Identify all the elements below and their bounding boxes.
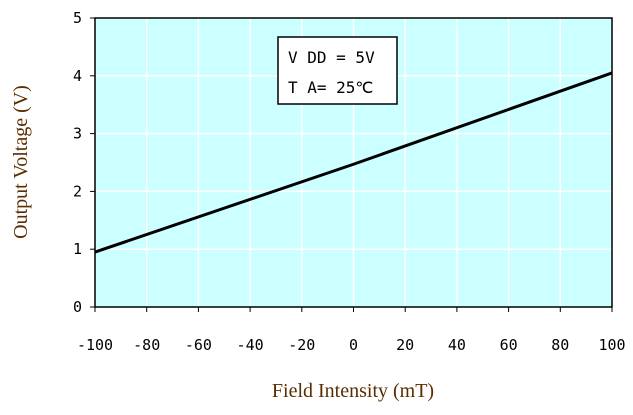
grid	[95, 18, 612, 307]
x-tick-label: 40	[448, 336, 466, 354]
series-group	[94, 71, 613, 254]
y-tick-label: 1	[73, 240, 82, 258]
x-tick-label: 20	[396, 336, 414, 354]
y-axis-ticks: 0 1 2 3 4 5	[73, 9, 95, 316]
y-tick-label: 5	[73, 9, 82, 27]
x-axis-title: Field Intensity (mT)	[272, 380, 434, 402]
x-tick-label: 80	[551, 336, 569, 354]
y-tick-label: 2	[73, 182, 82, 200]
x-tick-label: -40	[237, 336, 264, 354]
x-tick-label: -80	[133, 336, 160, 354]
y-tick-label: 0	[73, 298, 82, 316]
series-line	[94, 71, 613, 254]
annotation-vdd: V DD = 5V	[288, 48, 375, 67]
x-tick-label: -20	[288, 336, 315, 354]
y-axis-title: Output Voltage (V)	[10, 85, 32, 239]
x-tick-label: 60	[500, 336, 518, 354]
x-tick-label: -100	[77, 336, 113, 354]
x-tick-label: 0	[349, 336, 358, 354]
y-tick-label: 3	[73, 125, 82, 143]
x-tick-label: -60	[185, 336, 212, 354]
x-tick-label: 100	[598, 336, 625, 354]
y-tick-label: 4	[73, 67, 82, 85]
x-axis-ticks: -100 -80 -60 -40 -20 0 20 40 60 80 100	[77, 307, 626, 354]
annotation-ta: T A= 25℃	[288, 78, 373, 97]
annotation-box: V DD = 5V T A= 25℃	[277, 36, 398, 105]
